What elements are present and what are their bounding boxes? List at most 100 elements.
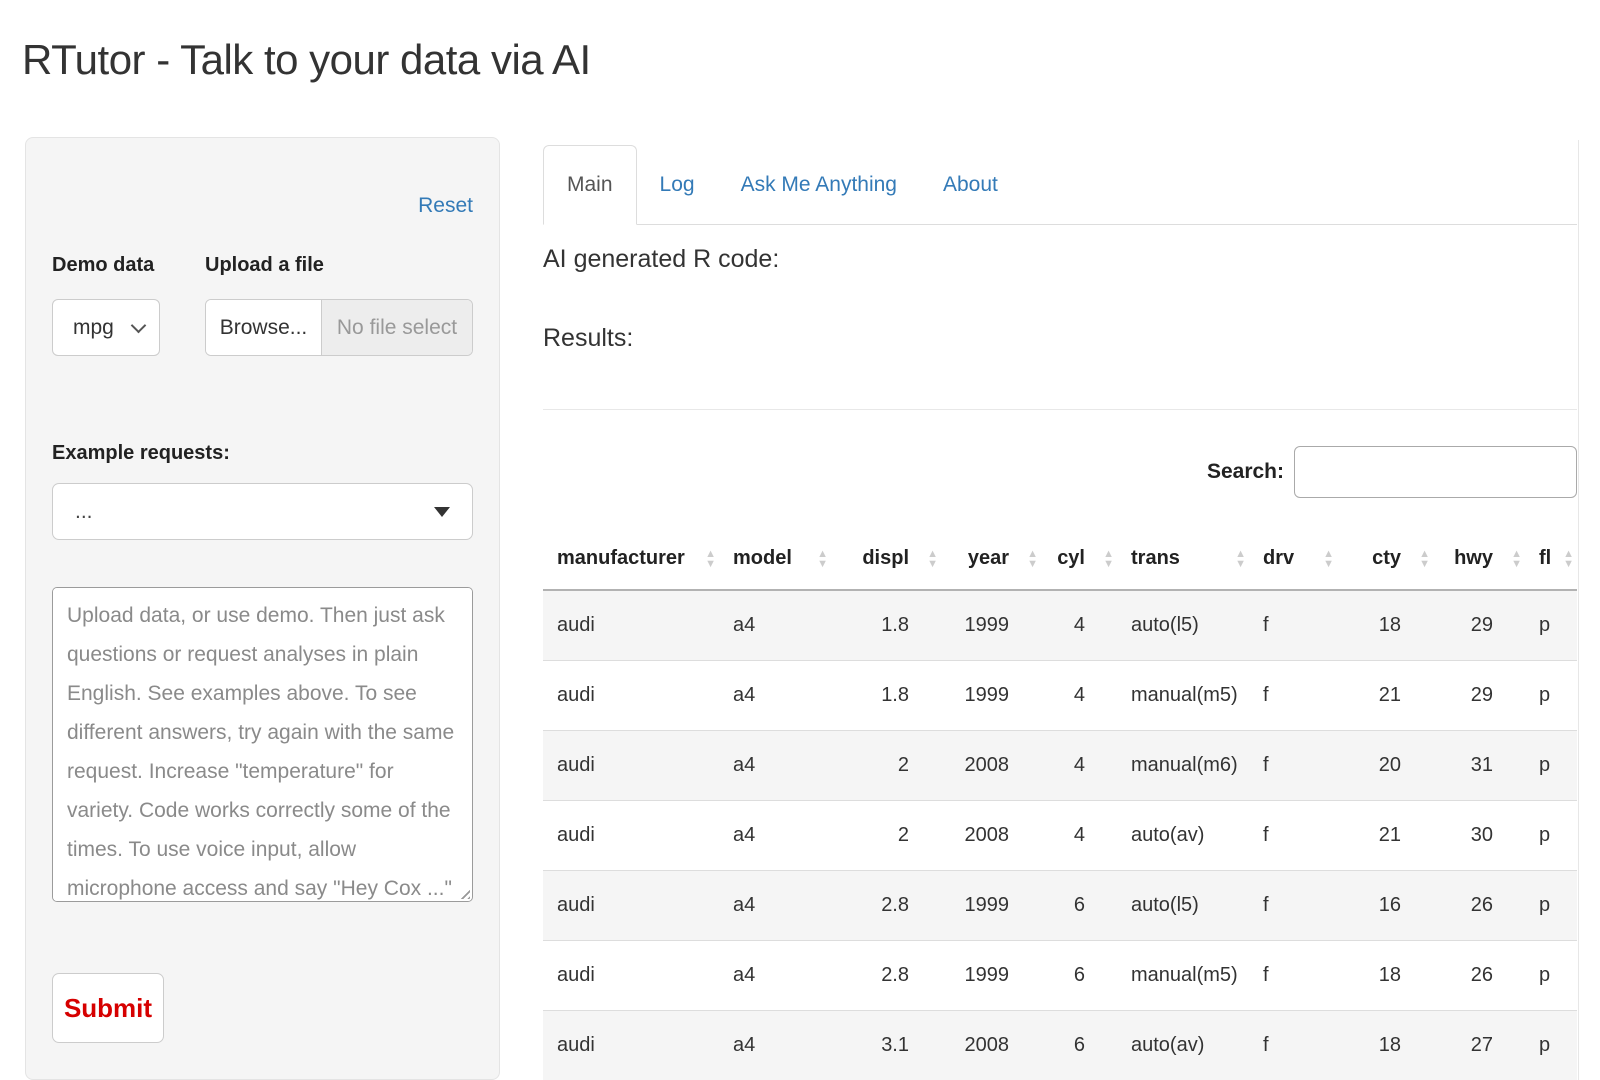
cell-displ: 2: [831, 800, 941, 871]
cell-model: a4: [719, 800, 831, 871]
column-header-displ[interactable]: displ ▲ ▼: [831, 528, 941, 591]
column-header-fl[interactable]: fl ▲ ▼: [1525, 528, 1577, 591]
sort-icons: ▲ ▼: [1027, 547, 1038, 570]
chevron-down-icon: [130, 317, 147, 333]
example-requests-label: Example requests:: [52, 442, 230, 464]
content-right-border: [1578, 140, 1579, 1080]
cell-manufacturer: audi: [543, 660, 719, 731]
table-row: audi a4 1.8 1999 4 auto(l5) f 18 29 p: [543, 590, 1577, 661]
cell-cty: 21: [1337, 660, 1433, 731]
cell-hwy: 26: [1433, 870, 1525, 941]
sort-icons: ▲ ▼: [1563, 547, 1574, 570]
cell-fl: p: [1525, 660, 1577, 731]
column-label: drv: [1263, 547, 1295, 569]
cell-year: 2008: [941, 1010, 1041, 1080]
tab-ask-me-anything[interactable]: Ask Me Anything: [740, 172, 897, 196]
cell-cyl: 6: [1041, 940, 1117, 1011]
cell-model: a4: [719, 870, 831, 941]
column-header-manufacturer[interactable]: manufacturer ▲ ▼: [543, 528, 719, 591]
tab-about[interactable]: About: [943, 172, 998, 196]
cell-trans: auto(l5): [1117, 870, 1249, 941]
cell-cty: 18: [1378, 614, 1401, 636]
main-content: Main Log Ask Me Anything About AI generated…: [543, 145, 1577, 1080]
reset-row: Reset: [52, 194, 473, 218]
cell-trans: auto(l5): [1131, 614, 1199, 636]
cell-trans: auto(av): [1117, 800, 1249, 871]
cell-model: a4: [719, 730, 831, 801]
upload-file-label: Upload a file: [205, 254, 324, 276]
file-input: Browse... No file select: [205, 299, 473, 356]
column-label: fl: [1539, 547, 1552, 569]
demo-data-select[interactable]: mpg: [52, 299, 160, 356]
cell-fl: p: [1525, 800, 1577, 871]
sidebar-panel: Reset Demo data mpg Upload a file Browse…: [25, 137, 500, 1080]
cell-model: a4: [719, 660, 831, 731]
cell-cyl: 4: [1041, 730, 1117, 801]
cell-model: a4: [719, 1010, 831, 1080]
cell-trans: manual(m5): [1117, 940, 1249, 1011]
table-body: audi a4 1.8 1999 4 auto(l5) f 18 29 p audi a4 1.8 199…: [543, 590, 1577, 1080]
cell-manufacturer: audi: [543, 730, 719, 801]
cell-drv: f: [1249, 1010, 1337, 1080]
results-heading: Results:: [543, 324, 634, 352]
upload-file-group: Upload a file Browse... No file select: [205, 254, 473, 356]
cell-drv: f: [1249, 660, 1337, 731]
example-requests-dropdown[interactable]: ...: [52, 483, 473, 540]
request-input[interactable]: [52, 587, 473, 902]
cell-cyl: 4: [1073, 614, 1085, 636]
search-input[interactable]: [1294, 446, 1577, 498]
column-header-trans[interactable]: trans ▲ ▼: [1117, 528, 1249, 591]
column-label: manufacturer: [557, 547, 685, 569]
column-header-hwy[interactable]: hwy ▲ ▼: [1433, 528, 1525, 591]
table-row: audi a4 1.8 1999 4 manual(m5) f 21 29 p: [543, 660, 1577, 731]
cell-year: 1999: [941, 940, 1041, 1011]
table-row: audi a4 2.8 1999 6 manual(m5) f 18 26 p: [543, 940, 1577, 1011]
tab-log[interactable]: Log: [659, 172, 695, 196]
column-header-year[interactable]: year ▲ ▼: [941, 528, 1041, 591]
table-row: audi a4 2.8 1999 6 auto(l5) f 16 26 p: [543, 870, 1577, 941]
example-requests-selected-value: ...: [75, 499, 93, 523]
cell-fl: p: [1525, 1010, 1577, 1080]
reset-link[interactable]: Reset: [418, 194, 473, 217]
search-label: Search:: [1206, 460, 1284, 483]
table-row: audi a4 3.1 2008 6 auto(av) f 18 27 p: [543, 1010, 1577, 1080]
column-label: model: [733, 547, 792, 569]
tab-bar: Main Log Ask Me Anything About: [543, 145, 1577, 225]
column-header-model[interactable]: model ▲ ▼: [719, 528, 831, 591]
cell-trans: manual(m6): [1117, 730, 1249, 801]
cell-fl: p: [1525, 730, 1577, 801]
table-header-row: manufacturer ▲ ▼ model ▲ ▼ displ ▲ ▼ year ▲ ▼ cyl ▲ ▼ t…: [543, 528, 1577, 591]
cell-hwy: 30: [1433, 800, 1525, 871]
data-source-controls: Demo data mpg Upload a file Browse... No…: [52, 254, 473, 356]
submit-button[interactable]: Submit: [52, 973, 164, 1043]
search-row: Search:: [543, 446, 1577, 498]
cell-year: 2008: [941, 800, 1041, 871]
caret-down-icon: [434, 506, 450, 517]
column-label: year: [967, 547, 1009, 569]
column-header-drv[interactable]: drv ▲ ▼: [1249, 528, 1337, 591]
cell-cyl: 4: [1041, 660, 1117, 731]
column-header-cyl[interactable]: cyl ▲ ▼: [1041, 528, 1117, 591]
page-title: RTutor - Talk to your data via AI: [22, 36, 591, 83]
cell-displ: 3.1: [831, 1010, 941, 1080]
cell-year: 1999: [941, 660, 1041, 731]
cell-hwy: 29: [1433, 660, 1525, 731]
sort-icons: ▲ ▼: [1103, 547, 1114, 570]
cell-year: 1999: [964, 614, 1010, 636]
cell-displ: 2.8: [831, 870, 941, 941]
sort-icons: ▲ ▼: [817, 547, 828, 570]
cell-cty: 21: [1337, 800, 1433, 871]
cell-manufacturer: audi: [543, 800, 719, 871]
column-label: trans: [1131, 547, 1180, 569]
browse-button[interactable]: Browse...: [206, 300, 322, 355]
cell-cty: 18: [1337, 1010, 1433, 1080]
demo-data-label: Demo data: [52, 254, 155, 276]
column-header-cty[interactable]: cty ▲ ▼: [1337, 528, 1433, 591]
cell-fl: p: [1539, 614, 1551, 636]
cell-manufacturer: audi: [543, 940, 719, 1011]
cell-hwy: 26: [1433, 940, 1525, 1011]
tab-main[interactable]: Main: [543, 145, 637, 225]
cell-year: 2008: [941, 730, 1041, 801]
table-row: audi a4 2 2008 4 auto(av) f 21 30 p: [543, 800, 1577, 871]
cell-cty: 20: [1337, 730, 1433, 801]
